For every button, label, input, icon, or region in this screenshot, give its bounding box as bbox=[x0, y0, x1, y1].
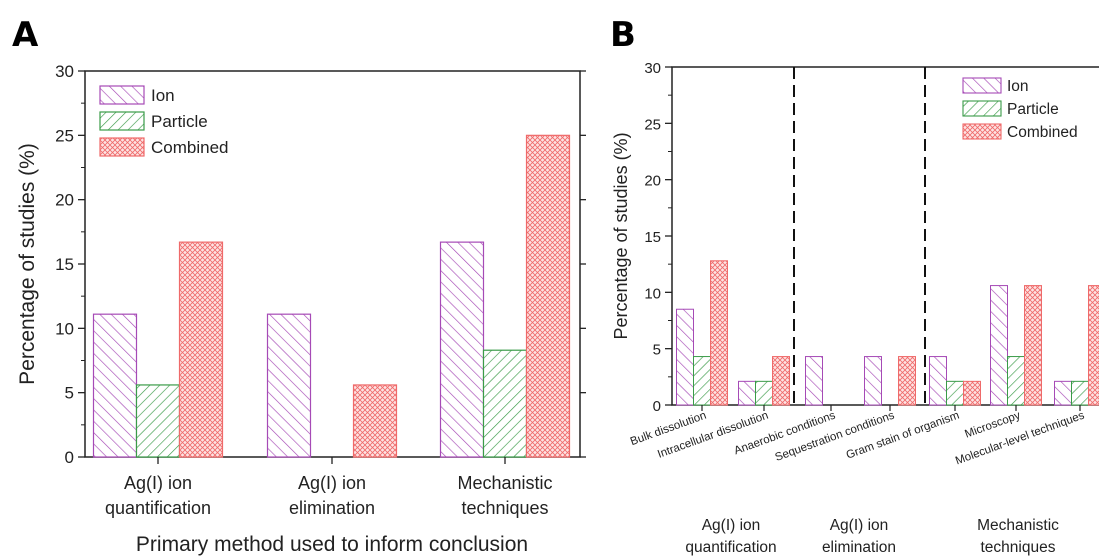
bar-combined bbox=[1088, 285, 1099, 406]
bar-ion bbox=[929, 356, 947, 406]
legend-swatch-ion bbox=[99, 85, 145, 105]
group-label: elimination bbox=[822, 539, 896, 556]
legend-label: Particle bbox=[151, 112, 208, 131]
x-category-label: Mechanistic bbox=[457, 473, 552, 493]
bar-particle bbox=[482, 349, 528, 458]
panel-b: B 0 5 10 15 20 25 30 Bulk dissolutionIntracell… bbox=[610, 15, 1099, 556]
bar-ion bbox=[439, 241, 485, 458]
legend-label: Combined bbox=[151, 138, 229, 157]
bar-ion bbox=[676, 308, 694, 406]
x-subcategory-label: Gram stain of organism bbox=[845, 410, 961, 462]
panel-a-y-axis-title: Percentage of studies (%) bbox=[16, 143, 39, 385]
panel-a-legend: Ion Particle Combined bbox=[99, 85, 229, 157]
bar-combined bbox=[963, 380, 981, 406]
y-tick-label: 30 bbox=[644, 60, 661, 77]
y-tick-label: 15 bbox=[55, 255, 74, 274]
y-tick-label: 20 bbox=[55, 191, 74, 210]
legend-swatch-combined bbox=[99, 137, 145, 157]
group-label: techniques bbox=[981, 539, 1056, 556]
y-tick-label: 0 bbox=[653, 398, 661, 415]
bar-combined bbox=[525, 134, 571, 458]
group-label: Ag(I) ion bbox=[830, 517, 889, 534]
bar-ion bbox=[990, 285, 1008, 406]
x-category-label: quantification bbox=[105, 498, 211, 518]
bar-particle bbox=[1071, 380, 1089, 406]
bar-ion bbox=[738, 380, 756, 406]
y-tick-label: 10 bbox=[55, 319, 74, 338]
bar-combined bbox=[710, 260, 728, 406]
group-label: Mechanistic bbox=[977, 517, 1059, 534]
y-tick-label: 30 bbox=[55, 62, 74, 81]
legend-label: Combined bbox=[1007, 124, 1078, 141]
bar-particle bbox=[946, 380, 964, 406]
bar-ion bbox=[805, 356, 823, 406]
y-tick-label: 0 bbox=[65, 448, 74, 467]
legend-label: Ion bbox=[1007, 78, 1029, 95]
bar-particle bbox=[135, 384, 181, 458]
legend-swatch-particle bbox=[962, 100, 1002, 117]
bar-particle bbox=[755, 380, 773, 406]
panel-b-label: B bbox=[610, 15, 636, 55]
bar-ion bbox=[1054, 380, 1072, 406]
y-tick-label: 10 bbox=[644, 285, 661, 302]
bar-combined bbox=[898, 356, 916, 406]
bar-ion bbox=[92, 313, 138, 458]
panel-a-x-categories: Ag(I) ion quantification Ag(I) ion eliminat… bbox=[105, 457, 553, 518]
panel-b-bars bbox=[676, 260, 1099, 406]
x-category-label: elimination bbox=[289, 498, 375, 518]
y-tick-label: 15 bbox=[644, 229, 661, 246]
bar-particle bbox=[1007, 356, 1025, 406]
panel-b-y-ticks: 0 5 10 15 20 25 30 bbox=[644, 60, 672, 415]
bar-ion bbox=[266, 313, 312, 458]
panel-b-legend: Ion Particle Combined bbox=[962, 77, 1078, 141]
bar-combined bbox=[178, 241, 224, 458]
panel-a-x-axis-title: Primary method used to inform conclusion bbox=[136, 533, 528, 556]
panel-a-y-ticks: 0 5 10 15 20 25 30 bbox=[55, 62, 586, 467]
legend-swatch-particle bbox=[99, 111, 145, 131]
group-label: Ag(I) ion bbox=[702, 517, 761, 534]
y-tick-label: 25 bbox=[55, 126, 74, 145]
legend-swatch-combined bbox=[962, 123, 1002, 140]
panel-b-y-axis-title: Percentage of studies (%) bbox=[611, 132, 631, 339]
x-subcategory-label: Intracellular dissolution bbox=[656, 410, 770, 461]
panel-a-bars bbox=[92, 134, 571, 458]
group-label: quantification bbox=[685, 539, 776, 556]
bar-combined bbox=[772, 356, 790, 406]
panel-a-label: A bbox=[12, 15, 39, 55]
x-category-label: Ag(I) ion bbox=[124, 473, 192, 493]
bar-ion bbox=[864, 356, 882, 406]
legend-label: Ion bbox=[151, 86, 175, 105]
bar-combined bbox=[352, 384, 398, 458]
y-tick-label: 5 bbox=[653, 342, 661, 359]
y-tick-label: 5 bbox=[65, 384, 74, 403]
y-tick-label: 25 bbox=[644, 116, 661, 133]
panel-b-group-labels: Ag(I) ion quantification Ag(I) ion eliminat… bbox=[685, 517, 1059, 556]
legend-swatch-ion bbox=[962, 77, 1002, 94]
y-tick-label: 20 bbox=[644, 173, 661, 190]
bar-combined bbox=[1024, 285, 1042, 406]
bar-particle bbox=[693, 356, 711, 406]
x-category-label: techniques bbox=[461, 498, 548, 518]
x-category-label: Ag(I) ion bbox=[298, 473, 366, 493]
legend-label: Particle bbox=[1007, 101, 1059, 118]
